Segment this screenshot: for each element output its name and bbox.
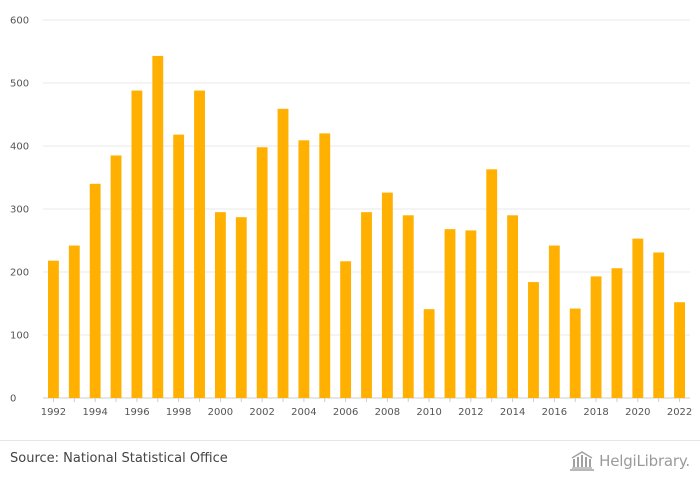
bar-2022[interactable] [674, 302, 685, 398]
library-building-icon [570, 451, 595, 471]
bar-2019[interactable] [611, 268, 623, 398]
bar-1999[interactable] [194, 90, 205, 398]
x-tick-label: 2010 [416, 407, 441, 418]
x-tick-label: 1992 [41, 407, 66, 418]
source-note: Source: National Statistical Office [10, 451, 228, 466]
y-tick-label: 400 [10, 142, 29, 153]
x-tick-label: 2012 [458, 407, 483, 418]
y-tick-label: 0 [10, 394, 16, 405]
bar-2017[interactable] [569, 308, 581, 398]
y-tick-label: 300 [10, 205, 29, 216]
x-tick-label: 2000 [208, 407, 233, 418]
y-tick-label: 500 [10, 79, 29, 90]
bar-2006[interactable] [340, 261, 352, 398]
bar-1992[interactable] [48, 260, 59, 398]
bar-2007[interactable] [361, 212, 372, 398]
bar-2013[interactable] [486, 169, 498, 398]
x-tick-label: 2004 [291, 407, 316, 418]
x-tick-label: 2008 [375, 407, 400, 418]
bar-1995[interactable] [110, 155, 122, 398]
bar-2002[interactable] [256, 147, 268, 398]
bar-2004[interactable] [298, 140, 310, 398]
bar-2010[interactable] [423, 309, 435, 398]
x-tick-label: 2020 [625, 407, 650, 418]
bar-2000[interactable] [214, 212, 226, 398]
bar-1998[interactable] [173, 134, 185, 398]
helgi-library-logo[interactable]: HelgiLibrary. [569, 449, 690, 473]
bar-1997[interactable] [152, 55, 164, 398]
x-tick-label: 2002 [249, 407, 274, 418]
bar-2021[interactable] [653, 252, 665, 398]
x-tick-label: 1998 [166, 407, 191, 418]
x-tick-label: 1994 [82, 407, 107, 418]
x-tick-label: 2016 [542, 407, 567, 418]
bar-1996[interactable] [131, 90, 143, 398]
bar-2015[interactable] [528, 282, 539, 398]
y-tick-label: 100 [10, 331, 29, 342]
y-tick-label: 600 [10, 16, 29, 27]
bar-2012[interactable] [465, 230, 477, 398]
bar-2011[interactable] [444, 229, 456, 398]
x-tick-label: 2018 [583, 407, 608, 418]
bar-2009[interactable] [402, 215, 414, 398]
bar-1993[interactable] [68, 245, 80, 398]
bar-2014[interactable] [507, 215, 519, 398]
bar-chart: 0 100 200 300 400 500 600 1992 1994 1996 1998 2000 2… [10, 16, 692, 419]
bar-2001[interactable] [235, 217, 247, 398]
footer: Source: National Statistical Office Helg… [0, 440, 700, 483]
bar-2018[interactable] [590, 276, 602, 398]
logo-text: HelgiLibrary. [599, 452, 690, 470]
x-tick-label: 1996 [124, 407, 149, 418]
bar-2003[interactable] [277, 108, 289, 398]
x-tick-label: 2006 [333, 407, 358, 418]
bar-2020[interactable] [632, 238, 644, 398]
x-tick-label: 2014 [500, 407, 525, 418]
bar-1994[interactable] [89, 183, 101, 398]
y-tick-label: 200 [10, 268, 29, 279]
x-tick-label: 2022 [667, 407, 692, 418]
bar-2005[interactable] [319, 133, 331, 398]
bar-2016[interactable] [548, 245, 560, 398]
bar-2008[interactable] [381, 192, 393, 398]
